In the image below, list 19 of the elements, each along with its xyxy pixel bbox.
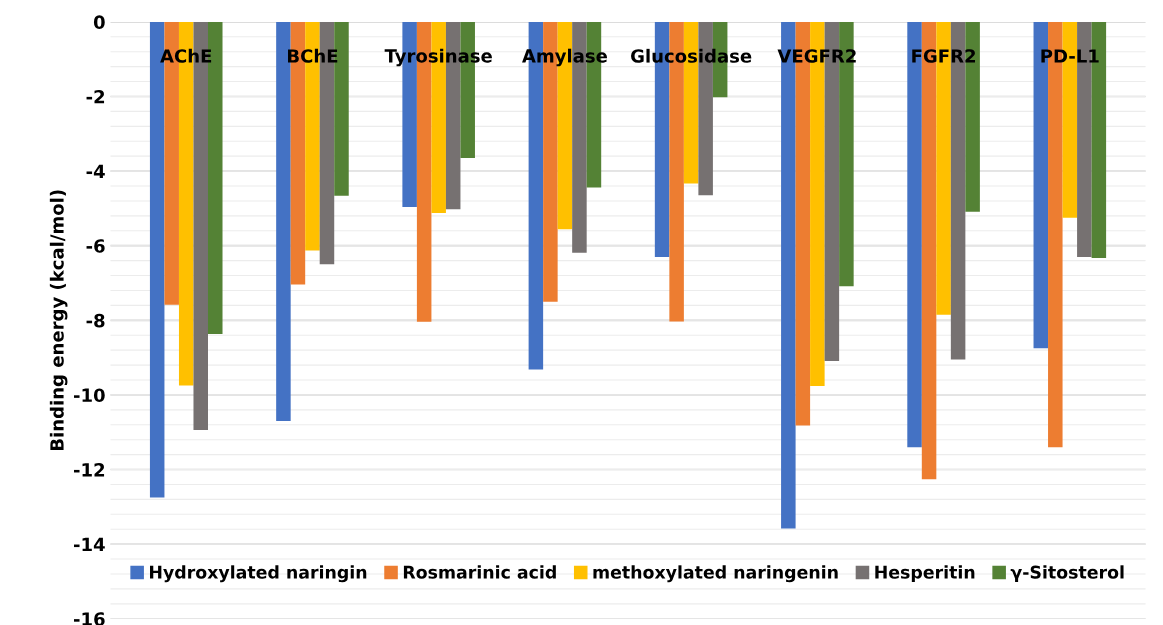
x-tick-label: Tyrosinase <box>384 48 492 67</box>
y-axis-title: Binding energy (kcal/mol) <box>49 190 68 451</box>
legend-label: γ-Sitosterol <box>1010 565 1124 583</box>
x-tick-label: FGFR2 <box>912 49 975 63</box>
legend-label: methoxylated naringenin <box>593 565 838 583</box>
y-tick-label: -12 <box>73 462 105 477</box>
y-tick-label: -2 <box>86 89 105 104</box>
legend-label: Rosmarinic acid <box>403 565 556 579</box>
y-tick-label: -10 <box>73 388 105 403</box>
x-tick-label: VEGFR2 <box>777 49 856 63</box>
x-tick-label: Amylase <box>522 48 607 67</box>
y-tick-label: -16 <box>73 612 105 625</box>
y-tick-label: -6 <box>86 239 105 253</box>
y-tick-label: -8 <box>86 313 105 328</box>
y-tick-label: -14 <box>73 537 105 551</box>
y-tick-label: 0 <box>93 15 105 29</box>
y-tick-label: -4 <box>86 164 105 178</box>
legend-label: Hesperitin <box>875 565 975 583</box>
legend-label: Hydroxylated naringin <box>150 565 367 583</box>
